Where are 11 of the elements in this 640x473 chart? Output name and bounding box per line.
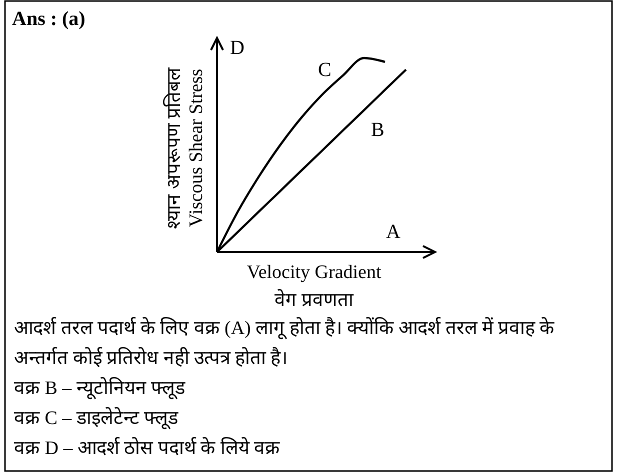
annotation: D <box>230 37 244 59</box>
y-axis-title: श्यान अपरूपण प्रतिबल Viscous Shear Stress <box>162 66 207 229</box>
text: वक्र B – न्यूटोनियन फ्लूड <box>14 376 186 400</box>
text: Ans : (a) <box>12 8 86 30</box>
series-label: B <box>371 119 384 141</box>
x-axis-title: Velocity Gradient वेग प्रवणता <box>246 262 382 311</box>
text: वक्र C – डाइलेटेन्ट फ्लूड <box>14 406 180 430</box>
annotation: A <box>386 221 401 243</box>
text: वक्र D – आदर्श ठोस पदार्थ के लिये वक्र <box>14 436 280 459</box>
text: आदर्श तरल पदार्थ के लिए वक्र (A) लागू होता है। क्योंकि आदर्श तरल में प्रवाह के अन्तर्गत कोई प्रतिरोध नही उत्पत्र होता है। <box>14 316 555 369</box>
series-label: C <box>318 59 332 81</box>
